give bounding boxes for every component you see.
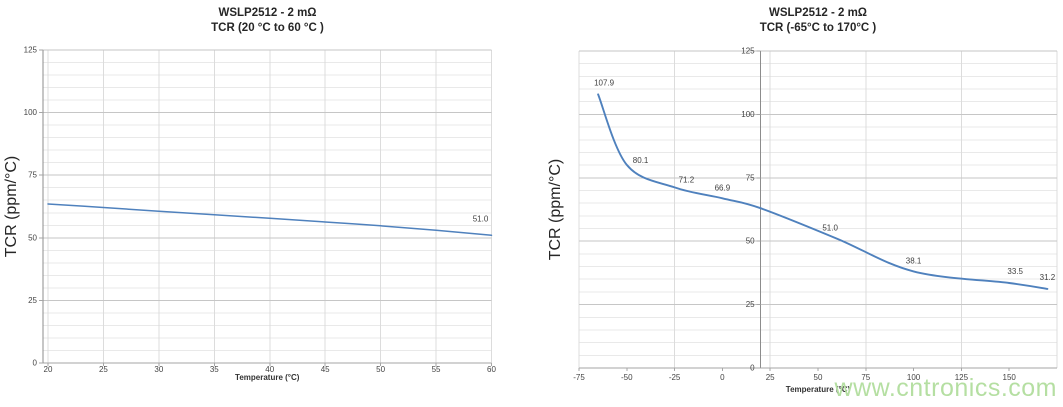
data-labels: 107.9 80.1 71.2 66.9 51.0 38.1 33.5 31.2 xyxy=(594,78,1056,282)
svg-text:20: 20 xyxy=(44,365,53,374)
x-tick-labels: 20 25 30 35 40 45 50 55 60 xyxy=(44,365,497,374)
svg-text:0: 0 xyxy=(33,359,38,368)
chart-subtitle: TCR (-65°C to 170°C ) xyxy=(759,22,877,34)
series-line xyxy=(597,93,1049,290)
svg-text:107.9: 107.9 xyxy=(594,78,615,87)
svg-text:66.9: 66.9 xyxy=(715,183,731,192)
svg-text:50: 50 xyxy=(814,373,823,382)
svg-text:100: 100 xyxy=(24,108,38,117)
svg-text:0: 0 xyxy=(750,364,755,373)
svg-text:45: 45 xyxy=(321,365,330,374)
x-axis-title: Temperature (°C) xyxy=(786,385,851,394)
svg-text:31.2: 31.2 xyxy=(1040,273,1056,282)
svg-text:33.5: 33.5 xyxy=(1007,267,1023,276)
svg-text:50: 50 xyxy=(746,237,755,246)
axes xyxy=(39,49,492,366)
y-axis-title: TCR (ppm/°C) xyxy=(547,159,564,261)
svg-text:35: 35 xyxy=(210,365,219,374)
svg-text:80.1: 80.1 xyxy=(633,156,649,165)
series-line xyxy=(47,203,493,237)
chart-subtitle: TCR (20 °C to 60 °C ) xyxy=(211,22,324,34)
vertical-gridlines xyxy=(578,51,1058,368)
vertical-gridlines xyxy=(47,50,492,363)
y-axis-title: TCR (ppm/°C) xyxy=(3,156,20,258)
svg-text:75: 75 xyxy=(28,171,37,180)
svg-text:125: 125 xyxy=(741,47,755,56)
svg-text:75: 75 xyxy=(861,373,870,382)
data-labels: 51.0 xyxy=(473,214,489,223)
axes xyxy=(578,50,1057,371)
watermark: www.cntronics.com xyxy=(834,374,1057,402)
x-axis-title: Temperature (°C) xyxy=(235,373,300,382)
chart-plot-area: 0 25 50 75 100 125 -75 -50 -25 0 25 50 75 100 125 150 Te… xyxy=(547,47,1058,394)
major-gridlines xyxy=(43,49,492,364)
svg-text:50: 50 xyxy=(28,233,37,242)
svg-text:38.1: 38.1 xyxy=(906,256,922,265)
svg-text:-25: -25 xyxy=(669,373,681,382)
major-gridlines xyxy=(579,50,1057,369)
svg-text:75: 75 xyxy=(746,173,755,182)
chart-plot-area: 0 25 50 75 100 125 20 25 30 35 40 45 50 55 60 Temperatu… xyxy=(3,46,497,383)
svg-text:125: 125 xyxy=(955,373,969,382)
y-tick-labels: 0 25 50 75 100 125 xyxy=(741,47,755,373)
chart-title: WSLP2512 - 2 mΩ xyxy=(768,7,868,19)
svg-text:55: 55 xyxy=(432,365,441,374)
svg-text:51.0: 51.0 xyxy=(473,214,489,223)
svg-text:-50: -50 xyxy=(621,373,633,382)
svg-text:100: 100 xyxy=(741,110,755,119)
svg-text:71.2: 71.2 xyxy=(679,175,695,184)
svg-text:125: 125 xyxy=(24,46,38,55)
svg-text:0: 0 xyxy=(720,373,725,382)
x-tick-labels: -75 -50 -25 0 25 50 75 100 125 150 xyxy=(573,373,1016,382)
svg-text:-75: -75 xyxy=(573,373,585,382)
chart-title-block: WSLP2512 - 2 mΩ TCR (20 °C to 60 °C ) xyxy=(43,6,492,36)
minor-gridlines xyxy=(579,63,1057,356)
chart-title-block: WSLP2512 - 2 mΩ TCR (-65°C to 170°C ) xyxy=(579,6,1057,36)
svg-text:25: 25 xyxy=(766,373,775,382)
svg-text:150: 150 xyxy=(1003,373,1017,382)
chart-title: WSLP2512 - 2 mΩ xyxy=(218,7,317,19)
svg-text:25: 25 xyxy=(746,300,755,309)
y-tick-labels: 0 25 50 75 100 125 xyxy=(24,46,38,368)
svg-text:40: 40 xyxy=(265,365,274,374)
minor-gridlines xyxy=(43,62,492,351)
svg-text:50: 50 xyxy=(376,365,385,374)
svg-text:100: 100 xyxy=(907,373,921,382)
svg-text:25: 25 xyxy=(28,296,37,305)
svg-text:51.0: 51.0 xyxy=(822,224,838,233)
svg-text:25: 25 xyxy=(99,365,108,374)
svg-text:30: 30 xyxy=(154,365,163,374)
svg-text:60: 60 xyxy=(487,365,496,374)
